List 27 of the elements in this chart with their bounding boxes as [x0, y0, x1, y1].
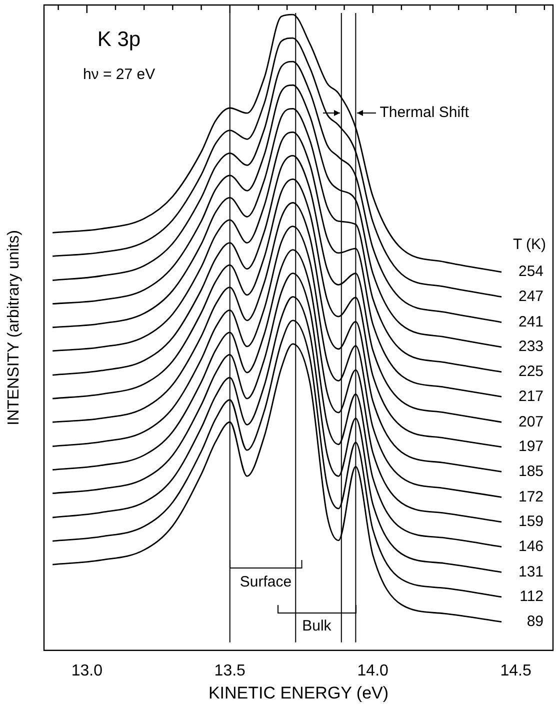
series-label: 146: [518, 538, 544, 555]
series-label: 89: [526, 612, 544, 630]
x-tick-label: 13.0: [71, 662, 103, 680]
series-label: 247: [518, 288, 544, 305]
series-label: 225: [518, 363, 544, 380]
series-label: 254: [518, 263, 544, 280]
text: hν = 27 eV: [82, 66, 156, 84]
text: K 3p: [97, 28, 141, 51]
series-label: 131: [518, 563, 544, 580]
legend-title: T (K): [512, 236, 546, 254]
annotation: Thermal Shift: [380, 104, 470, 122]
series-label: 159: [518, 513, 544, 530]
series-label: 241: [518, 313, 544, 330]
series-label: 172: [518, 488, 544, 506]
annotation: Surface: [240, 574, 292, 591]
series-label: 233: [518, 338, 544, 356]
x-tick-label: 14.5: [500, 662, 532, 680]
series-label: 185: [518, 462, 544, 480]
x-tick-label: 14.0: [357, 662, 389, 680]
series-label: 217: [518, 388, 544, 405]
series-label: 112: [520, 588, 544, 606]
x-tick-label: 13.5: [214, 662, 246, 680]
series-label: 207: [518, 413, 544, 430]
y-axis-title: INTENSITY (arbitrary units): [5, 230, 22, 426]
annotation: Bulk: [302, 618, 332, 635]
x-axis-title: KINETIC ENERGY (eV): [208, 683, 389, 702]
series-label: 197: [518, 438, 544, 456]
